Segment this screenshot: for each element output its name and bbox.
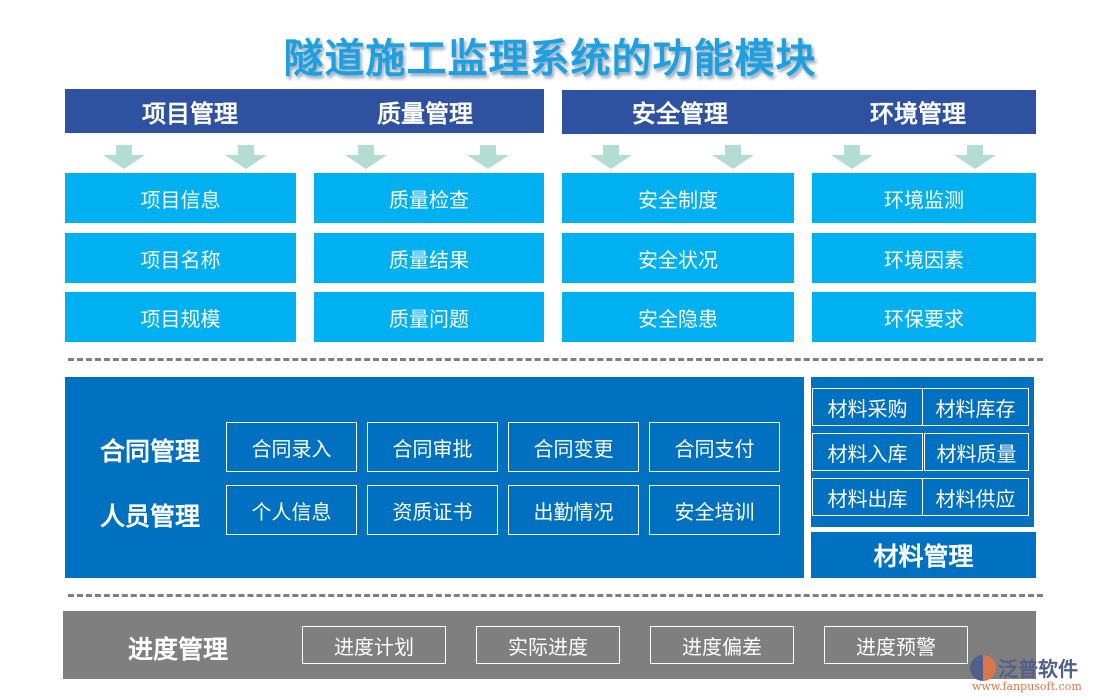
logo-name: 泛普软件 <box>998 657 1078 681</box>
item-box: 环境监测 <box>812 173 1036 223</box>
header-bar-left <box>65 89 544 133</box>
page-title: 隧道施工监理系统的功能模块 <box>283 36 817 82</box>
progress-item: 实际进度 <box>476 626 620 664</box>
material-item: 材料质量 <box>924 433 1029 471</box>
down-arrow-icon <box>345 145 387 169</box>
material-item: 材料出库 <box>812 478 923 516</box>
progress-label: 进度管理 <box>128 635 229 664</box>
item-box: 安全制度 <box>562 173 794 223</box>
item-box: 质量检查 <box>314 173 544 223</box>
personnel-item: 个人信息 <box>226 485 357 535</box>
item-box: 项目名称 <box>65 233 296 283</box>
contract-label: 合同管理 <box>100 437 201 466</box>
personnel-item: 安全培训 <box>649 485 780 535</box>
personnel-item: 出勤情况 <box>508 485 639 535</box>
divider <box>68 358 1043 361</box>
contract-item: 合同审批 <box>367 422 498 472</box>
personnel-item: 资质证书 <box>367 485 498 535</box>
module-header-safety: 安全管理 <box>632 99 728 128</box>
item-box: 质量问题 <box>314 292 544 342</box>
down-arrow-icon <box>590 145 632 169</box>
material-item: 材料供应 <box>922 478 1029 516</box>
logo-icon <box>970 655 996 681</box>
down-arrow-icon <box>712 145 754 169</box>
module-header-project: 项目管理 <box>142 99 238 128</box>
down-arrow-icon <box>831 145 873 169</box>
progress-item: 进度预警 <box>824 626 968 664</box>
contract-personnel-panel <box>65 377 804 578</box>
module-header-quality: 质量管理 <box>377 99 473 128</box>
item-box: 质量结果 <box>314 233 544 283</box>
progress-panel <box>63 611 1036 679</box>
contract-item: 合同录入 <box>226 422 357 472</box>
logo-url: www.fanpusoft.com <box>972 680 1082 693</box>
down-arrow-icon <box>225 145 267 169</box>
down-arrow-icon <box>103 145 145 169</box>
header-bar-right <box>562 90 1036 134</box>
divider <box>68 594 1043 597</box>
item-box: 项目规模 <box>65 292 296 342</box>
progress-item: 进度偏差 <box>650 626 794 664</box>
item-box: 环保要求 <box>812 292 1036 342</box>
item-box: 安全状况 <box>562 233 794 283</box>
down-arrow-icon <box>954 145 996 169</box>
material-item: 材料入库 <box>812 433 923 471</box>
item-box: 安全隐患 <box>562 292 794 342</box>
progress-item: 进度计划 <box>302 626 446 664</box>
material-item: 材料采购 <box>812 388 923 426</box>
item-box: 项目信息 <box>65 173 296 223</box>
down-arrow-icon <box>467 145 509 169</box>
item-box: 环境因素 <box>812 233 1036 283</box>
contract-item: 合同支付 <box>649 422 780 472</box>
module-header-environment: 环境管理 <box>870 99 966 128</box>
material-item: 材料库存 <box>922 388 1029 426</box>
personnel-label: 人员管理 <box>100 502 201 531</box>
contract-item: 合同变更 <box>508 422 639 472</box>
material-label: 材料管理 <box>811 532 1036 578</box>
